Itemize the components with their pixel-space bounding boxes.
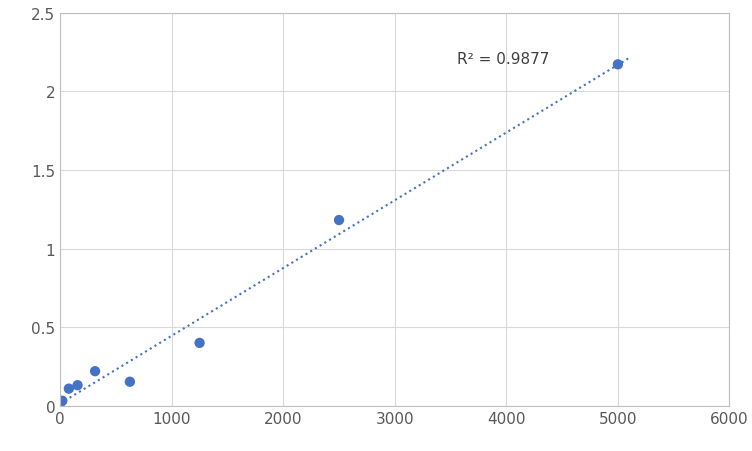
Point (333, 217, 345, 224)
Point (124, 378, 136, 386)
Point (63, 385, 75, 392)
Point (54, 400, 66, 407)
Text: R² = 0.9877: R² = 0.9877 (457, 52, 550, 67)
Point (89, 368, 101, 375)
Point (71, 382, 83, 389)
Point (193, 340, 205, 347)
Point (612, 61, 624, 69)
Point (56, 397, 68, 405)
